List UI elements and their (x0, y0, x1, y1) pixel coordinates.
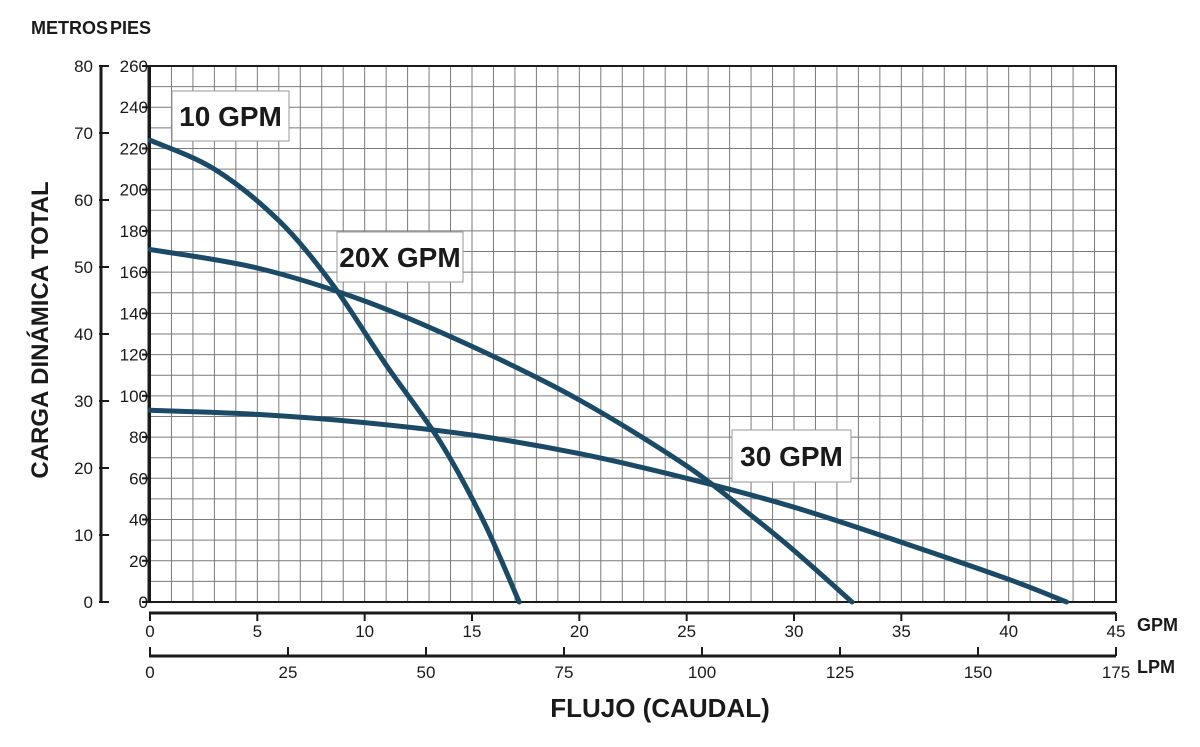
x-tick-label-gpm: 0 (145, 622, 154, 641)
y-tick-label-metros: 50 (74, 258, 93, 277)
label-box-30-gpm (731, 429, 852, 483)
y-axis-title: CARGA DINÁMICA TOTAL (26, 181, 54, 478)
axes: 0204060801001201401601802002202402600102… (74, 57, 1130, 682)
y-tick-label-pies: 240 (120, 98, 148, 117)
y-tick-label-pies: 80 (129, 428, 148, 447)
curve-labels: 10 GPM 20X GPM 30 GPM (171, 90, 852, 483)
x-tick-label-gpm: 5 (253, 622, 262, 641)
y-tick-label-pies: 160 (120, 263, 148, 282)
y-tick-label-pies: 60 (129, 469, 148, 488)
y-tick-label-metros: 80 (74, 57, 93, 76)
x-tick-label-lpm: 0 (145, 663, 154, 682)
y-tick-label-pies: 0 (139, 593, 148, 612)
label-box-10-gpm (171, 90, 290, 142)
y-tick-label-pies: 100 (120, 387, 148, 406)
y-unit-pies: PIES (110, 18, 151, 38)
y-tick-label-pies: 140 (120, 304, 148, 323)
y-unit-metros: METROS (31, 18, 108, 38)
y-tick-label-pies: 220 (120, 139, 148, 158)
x-tick-label-lpm: 150 (964, 663, 992, 682)
y-tick-label-pies: 200 (120, 181, 148, 200)
y-tick-label-pies: 40 (129, 511, 148, 530)
x-tick-label-gpm: 20 (570, 622, 589, 641)
y-tick-label-pies: 180 (120, 222, 148, 241)
x-tick-label-gpm: 35 (892, 622, 911, 641)
label-box-20x-gpm (336, 231, 464, 283)
y-tick-label-pies: 120 (120, 346, 148, 365)
x-unit-gpm: GPM (1137, 615, 1178, 635)
x-tick-label-gpm: 45 (1107, 622, 1126, 641)
x-tick-label-lpm: 100 (688, 663, 716, 682)
x-tick-label-lpm: 25 (279, 663, 298, 682)
x-unit-lpm: LPM (1137, 657, 1175, 677)
x-tick-label-lpm: 50 (417, 663, 436, 682)
x-tick-label-gpm: 10 (355, 622, 374, 641)
grid (149, 65, 1117, 603)
x-tick-label-lpm: 75 (555, 663, 574, 682)
y-tick-label-pies: 20 (129, 552, 148, 571)
x-tick-label-lpm: 175 (1102, 663, 1130, 682)
curve-30-gpm (147, 407, 1070, 605)
curve-20x-gpm (147, 247, 855, 605)
y-tick-label-metros: 70 (74, 124, 93, 143)
x-axis-title: FLUJO (CAUDAL) (550, 693, 770, 723)
y-tick-label-metros: 0 (84, 593, 93, 612)
x-tick-label-lpm: 125 (826, 663, 854, 682)
y-tick-label-metros: 10 (74, 526, 93, 545)
x-tick-label-gpm: 25 (677, 622, 696, 641)
y-tick-label-pies: 260 (120, 57, 148, 76)
x-tick-label-gpm: 15 (463, 622, 482, 641)
y-tick-label-metros: 20 (74, 459, 93, 478)
curves (147, 137, 1070, 605)
y-tick-label-metros: 30 (74, 392, 93, 411)
y-tick-label-metros: 40 (74, 325, 93, 344)
x-tick-label-gpm: 40 (999, 622, 1018, 641)
curve-10-gpm (147, 137, 522, 605)
label-10-gpm: 10 GPM (179, 101, 282, 132)
x-tick-label-gpm: 30 (785, 622, 804, 641)
label-30-gpm: 30 GPM (740, 441, 843, 472)
y-tick-label-metros: 60 (74, 191, 93, 210)
label-20x-gpm: 20X GPM (339, 242, 460, 273)
